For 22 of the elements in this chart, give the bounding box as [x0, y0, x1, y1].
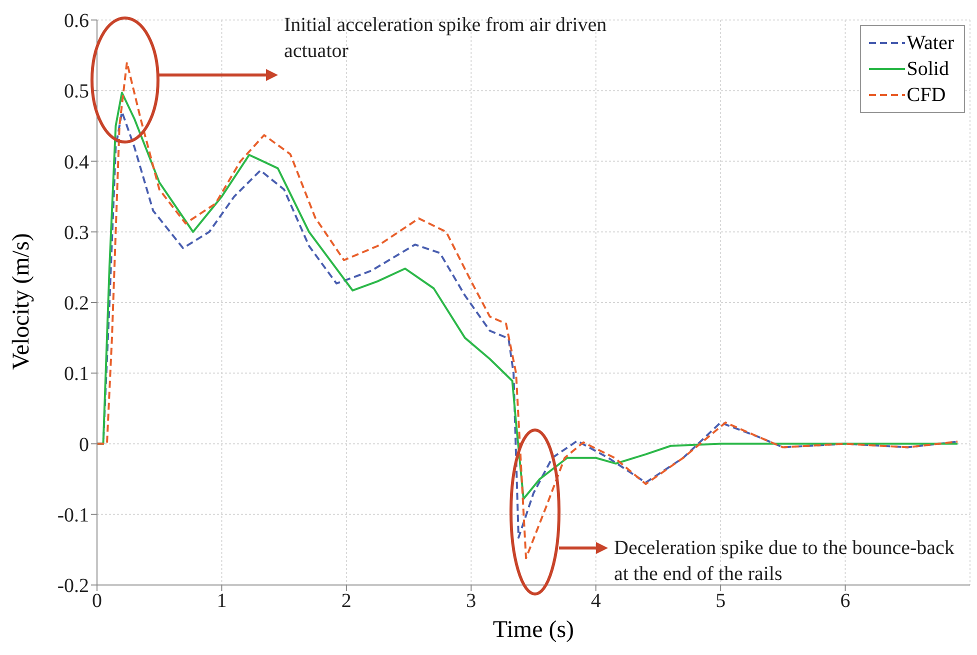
y-tick-label: 0.3 [64, 222, 89, 244]
x-tick-label: 1 [216, 590, 227, 612]
x-tick-label: 5 [716, 590, 726, 612]
y-tick-label: 0.6 [64, 10, 89, 32]
x-tick-label: 4 [590, 590, 601, 612]
legend-label: Solid [906, 57, 949, 82]
x-tick-label: 6 [840, 590, 850, 612]
annotation: Initial acceleration spike from air driven actuator [284, 13, 608, 64]
legend-label: CFD [906, 83, 946, 108]
y-tick-label: 0.2 [64, 292, 89, 315]
x-tick-label: 2 [341, 590, 352, 612]
annotation: Deceleration spike due to the bounce-back at the end of the rails [614, 536, 956, 587]
y-tick-label: 0.4 [64, 151, 89, 174]
x-tick-label: 3 [466, 590, 476, 612]
y-tick-label: -0.2 [57, 575, 89, 598]
legend-label: Water [906, 31, 954, 56]
y-tick-label: 0 [79, 434, 89, 456]
x-axis-title: Time (s) [492, 617, 576, 644]
y-axis-title: Velocity (m/s) [8, 232, 36, 372]
y-tick-label: 0.5 [64, 80, 89, 103]
y-tick-label: 0.1 [64, 363, 89, 386]
y-tick-label: -0.1 [57, 504, 89, 526]
